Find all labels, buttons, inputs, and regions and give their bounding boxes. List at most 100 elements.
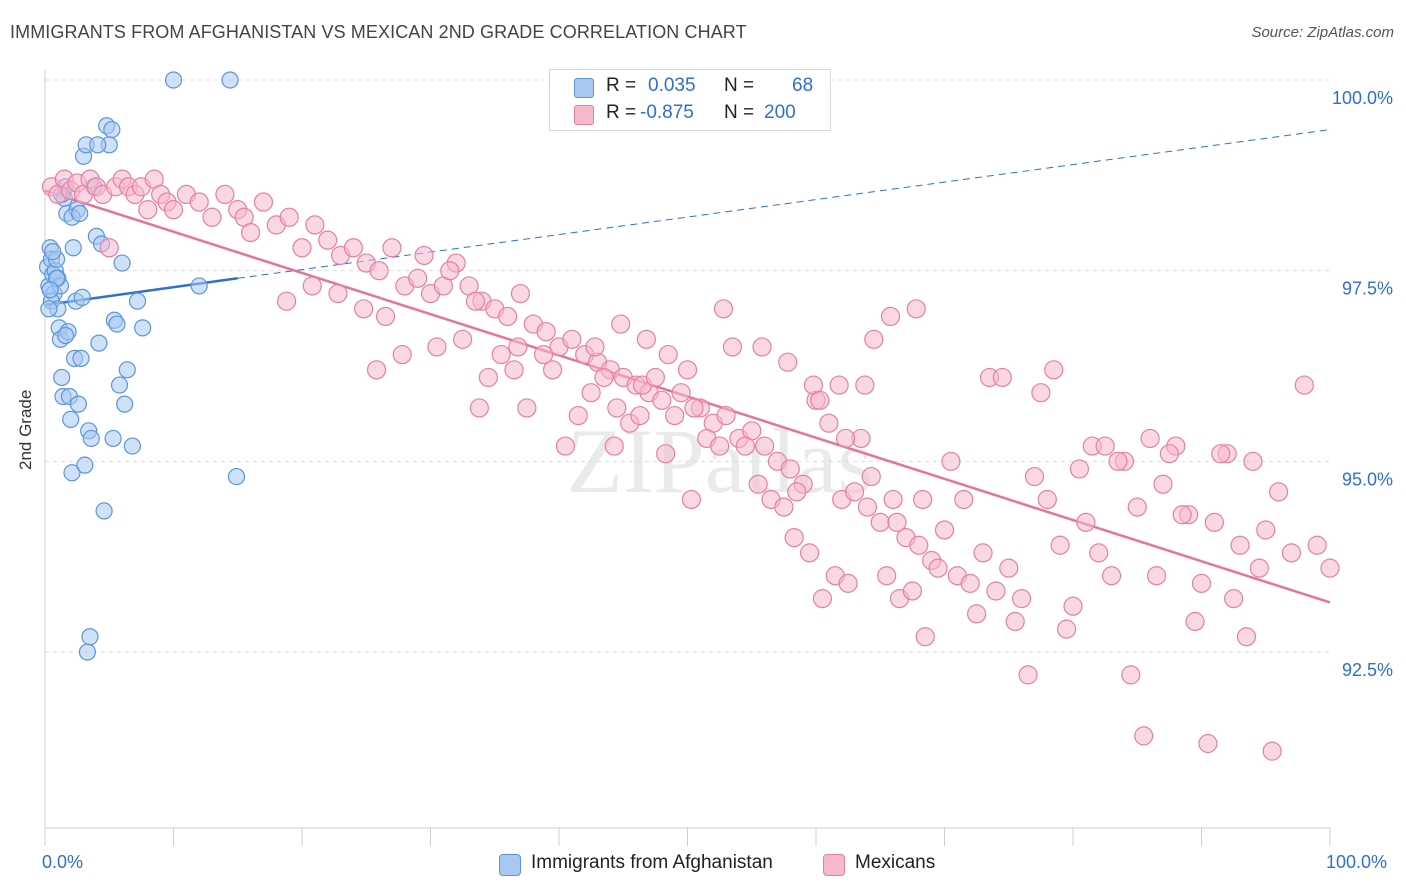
mexicans-point	[954, 489, 974, 510]
afghanistan-point	[78, 643, 97, 661]
afghanistan-point	[110, 376, 129, 394]
afghanistan-point	[81, 628, 99, 646]
y-tick-label: 100.0%	[1332, 88, 1393, 108]
afghanistan-point	[116, 395, 134, 413]
mexicans-point	[1224, 589, 1244, 609]
afghanistan-point	[221, 71, 239, 89]
mexicans-point	[366, 360, 387, 380]
mexicans-point	[1281, 543, 1302, 563]
mexicans-point	[585, 337, 605, 357]
mexicans-point	[1230, 535, 1250, 555]
mexicans-point	[799, 543, 820, 563]
afghanistan-point	[76, 456, 94, 474]
mexicans-point	[855, 375, 875, 395]
pink-swatch	[574, 105, 594, 125]
afghanistan-trend-extension	[237, 129, 1331, 279]
pink-swatch	[823, 854, 845, 876]
stats-legend: R = 0.035 N = 68 R = -0.875 N = 200	[549, 69, 831, 131]
mexicans-point	[677, 360, 698, 380]
afghanistan-point	[73, 288, 91, 306]
mexicans-point	[636, 329, 656, 349]
afghanistan-point	[227, 467, 246, 486]
mexicans-point	[1249, 558, 1269, 578]
mexicans-point	[469, 398, 489, 418]
afghanistan-point	[64, 239, 82, 257]
mexicans-point	[844, 482, 865, 502]
mexicans-point	[453, 329, 473, 349]
afghanistan-point	[89, 136, 107, 154]
mexicans-point	[880, 306, 901, 327]
mexicans-point	[934, 520, 955, 540]
mexicans-point	[778, 352, 798, 372]
mexicans-point	[1127, 497, 1147, 517]
mexicans-point	[99, 238, 119, 258]
mexicans-point	[1294, 375, 1314, 395]
mexicans-point	[408, 268, 428, 288]
mexicans-point	[1204, 512, 1224, 532]
mexicans-point	[973, 543, 993, 563]
mexicans-point	[1153, 474, 1173, 494]
r-value: 0.035	[648, 75, 696, 96]
mexicans-point	[780, 459, 800, 479]
mexicans-point	[909, 535, 929, 555]
mexicans-point	[864, 329, 884, 349]
mexicans-point	[305, 215, 325, 235]
afghanistan-point	[56, 326, 75, 345]
mexicans-point	[838, 573, 858, 593]
mexicans-point	[1024, 466, 1045, 487]
mexicans-point	[440, 261, 460, 281]
afghanistan-point	[108, 315, 126, 333]
afghanistan-point	[82, 429, 100, 448]
afghanistan-point	[62, 410, 80, 428]
mexicans-point	[992, 367, 1012, 388]
mexicans-point	[1134, 726, 1154, 746]
mexicans-point	[960, 573, 980, 593]
mexicans-point	[1089, 543, 1109, 563]
mexicans-point	[671, 383, 691, 403]
data-points	[38, 71, 1340, 761]
mexicans-point	[1307, 535, 1327, 555]
mexicans-point	[928, 558, 948, 578]
mexicans-point	[684, 398, 704, 418]
mexicans-point	[241, 222, 261, 243]
mexicans-point	[748, 474, 768, 494]
mexicans-point	[1108, 451, 1128, 471]
mexicans-point	[202, 207, 222, 227]
blue-swatch	[574, 78, 594, 98]
mexicans-point	[1037, 489, 1057, 510]
mexicans-point	[1050, 535, 1070, 555]
afghanistan-point	[113, 254, 131, 272]
mexicans-point	[536, 322, 556, 342]
mexicans-point	[812, 589, 833, 609]
mexicans-point	[999, 558, 1019, 578]
mexicans-point	[1063, 596, 1083, 616]
mexicans-point	[508, 337, 528, 357]
mexicans-point	[1159, 444, 1179, 464]
mexicans-point	[369, 261, 389, 281]
mexicans-point	[1031, 383, 1051, 403]
n-value: 68	[792, 75, 814, 96]
mexicans-point	[568, 405, 588, 426]
mexicans-point	[722, 337, 743, 357]
mexicans-point	[710, 436, 730, 456]
afghanistan-point	[123, 437, 141, 455]
mexicans-point	[382, 238, 402, 258]
mexicans-point	[652, 390, 672, 410]
mexicans-point	[1121, 665, 1141, 685]
mexicans-point	[941, 451, 961, 471]
mexicans-point	[967, 604, 987, 624]
r-label: R =	[606, 75, 637, 96]
mexicans-point	[1011, 589, 1032, 609]
legend-label: Mexicans	[855, 852, 936, 873]
mexicans-point	[1018, 665, 1038, 685]
mexicans-point	[1095, 436, 1115, 456]
mexicans-point	[498, 306, 518, 327]
mexicans-point	[883, 489, 903, 510]
mexicans-point	[913, 489, 933, 510]
mexicans-point	[279, 207, 299, 227]
mexicans-point	[810, 390, 830, 410]
mexicans-point	[465, 291, 486, 311]
afghanistan-point	[44, 243, 62, 261]
afghanistan-point	[164, 71, 183, 89]
chart-title: IMMIGRANTS FROM AFGHANISTAN VS MEXICAN 2…	[10, 22, 747, 42]
